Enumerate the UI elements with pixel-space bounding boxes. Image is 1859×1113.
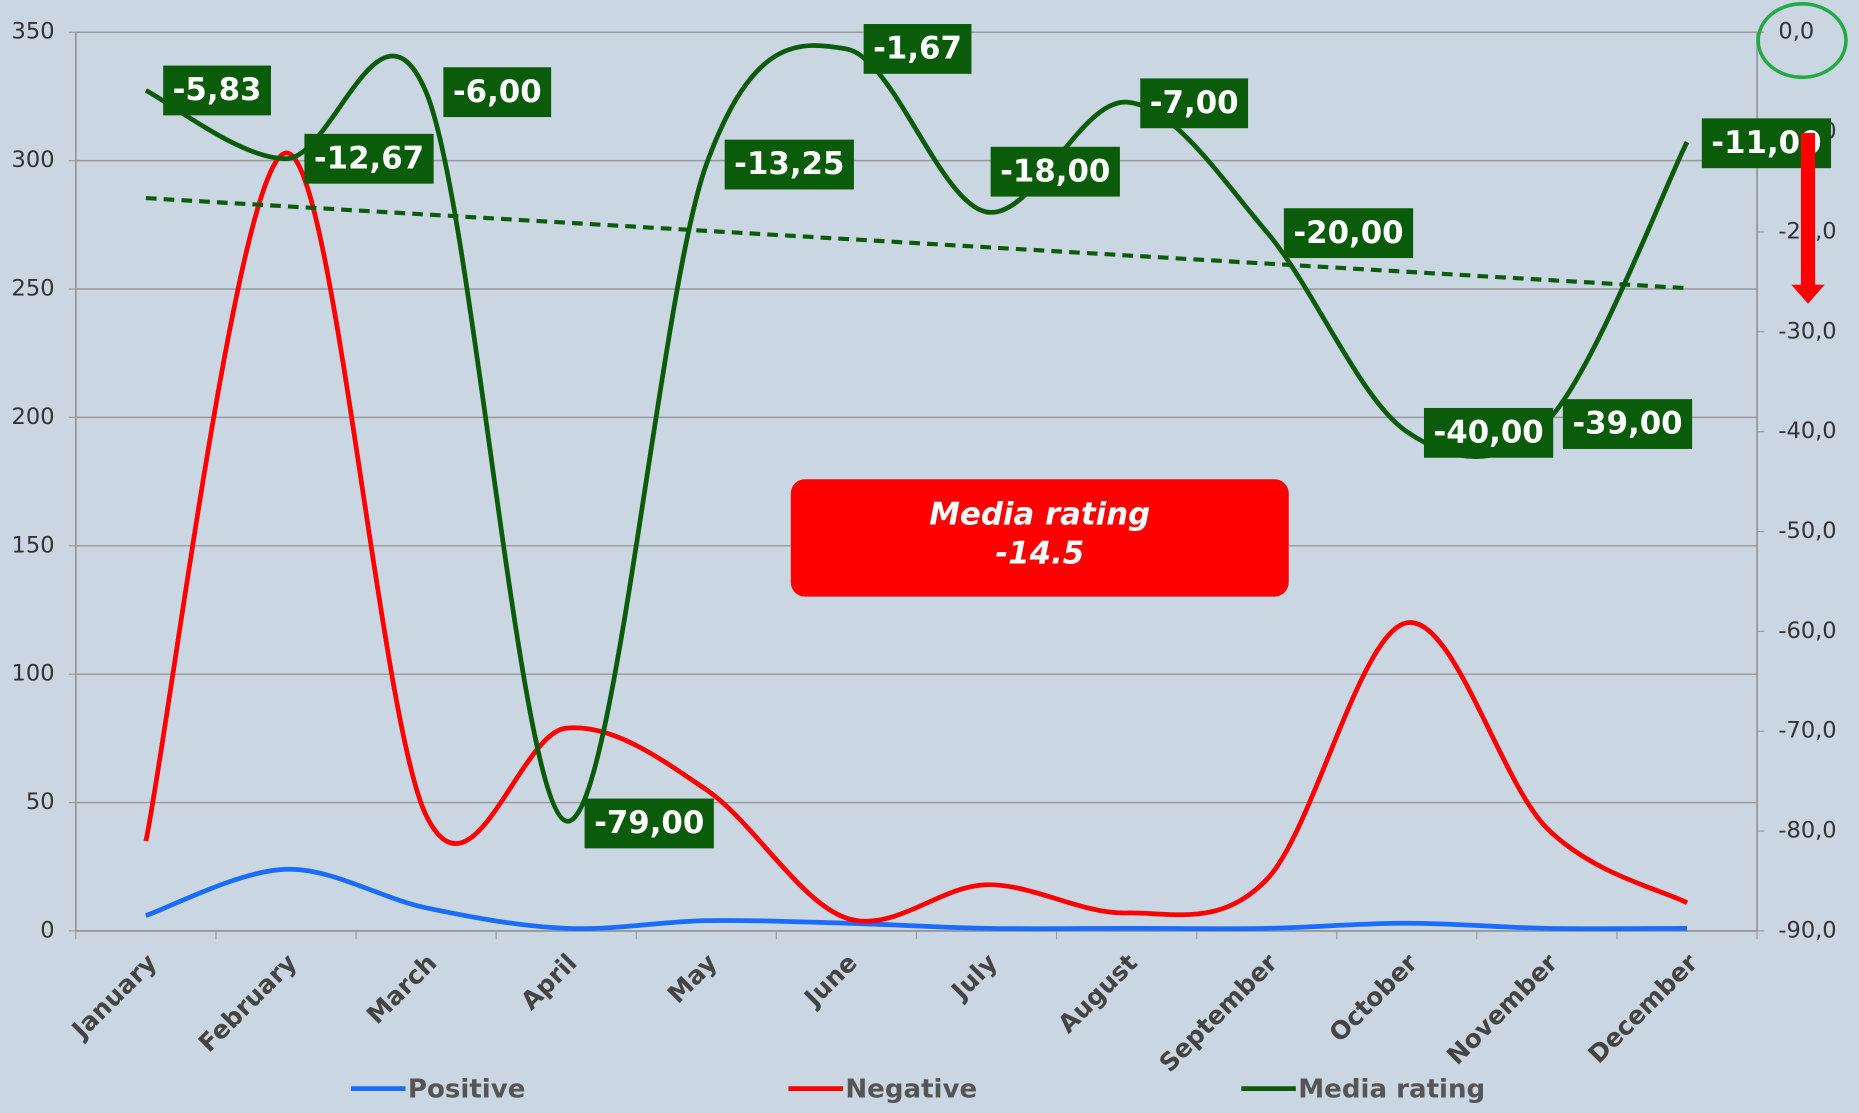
y2-tick-label: -80,0 [1778, 818, 1836, 844]
y2-tick-label: -60,0 [1778, 618, 1836, 644]
y-tick-label: 150 [12, 532, 55, 558]
annotation-text: -14.5 [995, 536, 1084, 572]
data-label-box [724, 139, 854, 190]
trendline [145, 196, 1688, 291]
data-label-box [1423, 407, 1554, 458]
highlight-circle [1756, 2, 1848, 80]
y2-tick-label: -90,0 [1778, 917, 1836, 943]
data-label-box [1562, 399, 1693, 449]
data-label: -5,83 [173, 72, 262, 108]
y2-tick-label: 0,0 [1778, 19, 1814, 45]
arrow-shaft [1800, 133, 1816, 288]
data-label-box [584, 798, 714, 849]
y-tick-label: 250 [12, 276, 55, 302]
annotation-text: Media rating [929, 496, 1150, 532]
legend-label: Negative [845, 1074, 977, 1104]
plot: -5,83 -12,67 -6,00 -79,00 -13,25 -1,67 -18,00 -… [143, 24, 1832, 932]
data-label-box [1140, 78, 1249, 129]
legend-label: Positive [408, 1074, 526, 1104]
data-label-box [990, 146, 1120, 197]
y2-tick-label: -70,0 [1778, 718, 1836, 744]
data-label: -18,00 [1000, 153, 1110, 189]
data-label: -79,00 [594, 805, 704, 841]
y2-tick-label: -50,0 [1778, 518, 1836, 544]
y-tick-label: 200 [12, 404, 55, 430]
data-label: -6,00 [453, 74, 542, 110]
y-tick-label: 0 [40, 917, 54, 943]
data-label: -20,00 [1293, 215, 1403, 251]
y2-tick-label: -30,0 [1778, 318, 1836, 344]
y-tick-label: 100 [12, 661, 55, 687]
y-tick-label: 350 [12, 19, 55, 45]
line-series [145, 866, 1687, 932]
data-label: -39,00 [1572, 406, 1682, 442]
y2-tick-label: -40,0 [1778, 418, 1836, 444]
data-label: -12,67 [314, 140, 424, 176]
data-label-box [304, 133, 434, 184]
data-label-box [1283, 208, 1414, 259]
data-label: -1,67 [873, 31, 962, 67]
arrow-head [1791, 284, 1825, 304]
data-label: -13,25 [734, 146, 844, 182]
data-label: -40,00 [1433, 415, 1543, 451]
data-label-box [863, 24, 972, 74]
legend-label: Media rating [1298, 1074, 1485, 1104]
annotation-box [790, 479, 1289, 597]
data-label: -7,00 [1150, 85, 1239, 121]
line-series [143, 150, 1689, 924]
line-series [144, 43, 1690, 824]
y-tick-label: 300 [12, 147, 55, 173]
data-label-box [443, 67, 552, 118]
y-tick-label: 50 [26, 789, 55, 815]
data-label-box [163, 65, 271, 116]
